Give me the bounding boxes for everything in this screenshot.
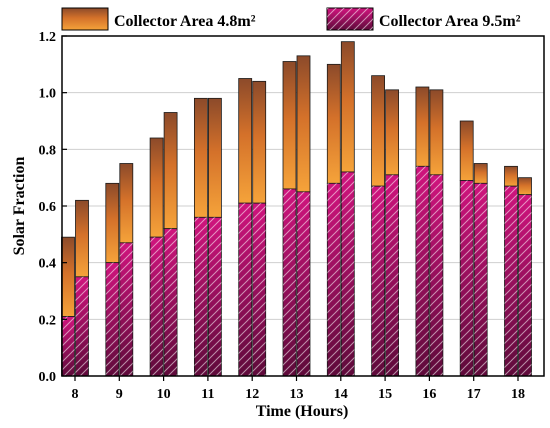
bar-4.8-18-1	[504, 165, 518, 187]
bar-9.5-hatch-14-1	[327, 183, 341, 376]
x-tick-label: 16	[422, 387, 436, 402]
bar-4.8-13-1	[282, 61, 297, 190]
bar-9.5-hatch-17-1	[460, 180, 474, 376]
bar-4.8-11-1	[193, 97, 208, 218]
bar-4.8-8-2	[75, 199, 89, 278]
x-tick-label: 13	[290, 387, 304, 402]
bar-4.8-17-2	[473, 163, 488, 184]
bar-9.5-hatch-8-1	[61, 316, 75, 376]
bar-4.8-17-1	[459, 120, 474, 181]
bar-9.5-hatch-8-2	[75, 276, 89, 376]
y-tick-label: 1.2	[39, 30, 57, 45]
x-tick-label: 15	[378, 387, 392, 402]
bar-4.8-16-2	[429, 89, 444, 176]
bar-4.8-12-1	[238, 78, 253, 204]
plot-frame	[61, 35, 545, 377]
bar-9.5-hatch-16-2	[429, 174, 443, 376]
bars-group	[61, 41, 532, 377]
bar-4.8-14-1	[326, 63, 341, 184]
x-tick-label: 11	[201, 387, 214, 402]
y-tick-label: 0.0	[39, 370, 57, 385]
bar-9.5-hatch-16-1	[415, 166, 429, 376]
bar-4.8-18-2	[518, 177, 532, 196]
y-tick-label: 1.0	[39, 87, 57, 102]
bar-4.8-15-2	[385, 89, 400, 176]
y-tick-label: 0.6	[39, 200, 57, 215]
x-axis-title: Time (Hours)	[256, 403, 349, 420]
bar-9.5-hatch-15-1	[371, 186, 385, 376]
bar-4.8-9-1	[105, 182, 120, 264]
x-tick-label: 10	[157, 387, 171, 402]
bar-4.8-10-2	[163, 112, 178, 230]
y-axis-title: Solar Fraction	[11, 157, 28, 256]
bar-4.8-15-1	[371, 75, 386, 187]
x-tick-label: 9	[116, 387, 123, 402]
bar-9.5-hatch-18-2	[518, 194, 532, 376]
y-tick-label: 0.2	[39, 313, 57, 328]
bar-4.8-9-2	[119, 163, 134, 244]
axes	[61, 35, 545, 381]
bar-4.8-16-1	[415, 86, 430, 167]
bar-4.8-10-1	[149, 137, 164, 238]
bar-4.8-12-2	[252, 80, 267, 204]
bar-4.8-11-2	[207, 97, 222, 218]
x-tick-label: 12	[245, 387, 259, 402]
legend-label-4.8: Collector Area 4.8m²	[114, 13, 256, 30]
x-tick-label: 14	[334, 387, 348, 402]
bar-9.5-hatch-12-1	[238, 203, 252, 376]
legend-swatch-9.5-hatch	[327, 8, 373, 30]
legend-swatch-4.8	[61, 7, 109, 31]
bar-9.5-hatch-9-2	[119, 242, 133, 376]
bar-9.5-hatch-13-2	[297, 191, 310, 376]
bar-9.5-hatch-14-2	[341, 172, 355, 376]
bar-9.5-hatch-11-2	[208, 217, 222, 376]
bar-4.8-13-2	[296, 55, 311, 193]
x-tick-label: 17	[467, 387, 481, 402]
tick-labels: 0.0 0.2 0.4 0.6 0.8 1.0 1.2 8 9 10 11 12 13 14 15 16 17 1…	[39, 30, 526, 402]
bar-9.5-hatch-10-2	[164, 228, 178, 376]
y-tick-label: 0.8	[39, 143, 57, 158]
legend-label-9.5: Collector Area 9.5m²	[379, 13, 521, 30]
bar-4.8-14-2	[340, 41, 355, 173]
bar-9.5-hatch-10-1	[150, 237, 164, 376]
bar-4.8-8-1	[61, 236, 75, 317]
bar-9.5-hatch-17-2	[474, 183, 488, 376]
bar-9.5-hatch-13-1	[283, 189, 296, 376]
bar-9.5-hatch-9-1	[105, 262, 119, 376]
legend-item-4.8: Collector Area 4.8m²	[61, 7, 256, 31]
bar-9.5-hatch-12-2	[252, 203, 266, 376]
y-tick-label: 0.4	[39, 257, 57, 272]
x-tick-label: 8	[72, 387, 79, 402]
bar-9.5-hatch-11-1	[194, 217, 208, 376]
x-tick-label: 18	[511, 387, 525, 402]
legend-item-9.5: Collector Area 9.5m²	[326, 7, 521, 31]
bar-9.5-hatch-18-1	[504, 186, 518, 376]
bar-9.5-hatch-15-2	[385, 174, 399, 376]
